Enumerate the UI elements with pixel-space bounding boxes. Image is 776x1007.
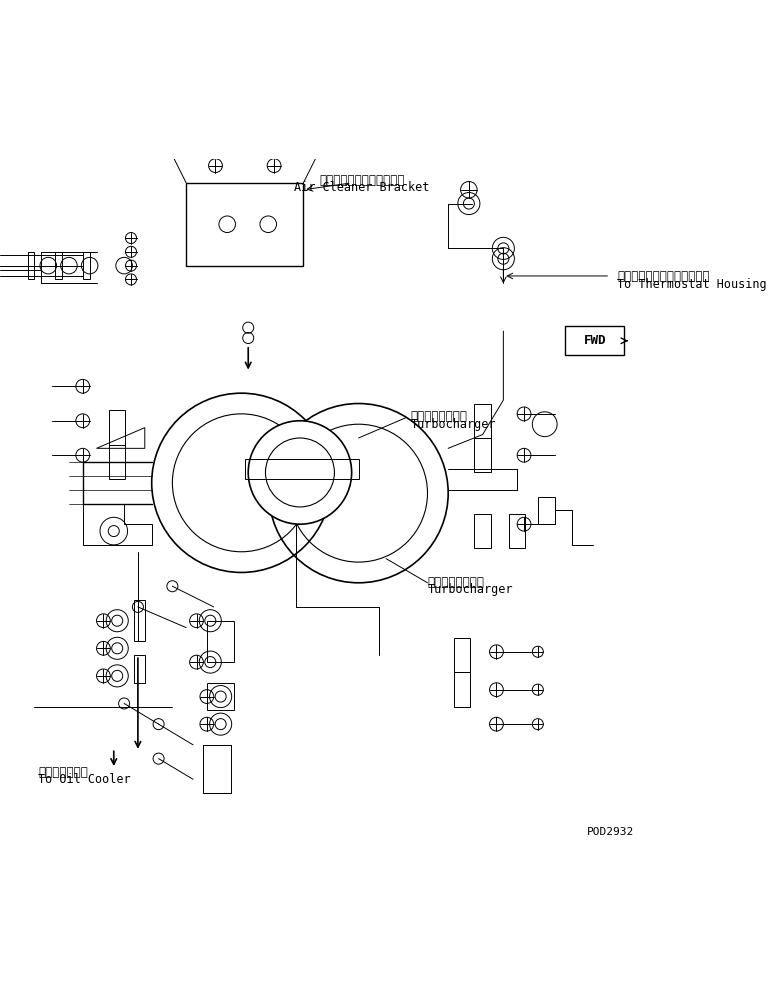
Bar <box>207 683 234 710</box>
Bar <box>203 745 231 794</box>
Bar <box>109 411 126 445</box>
Bar <box>109 445 126 479</box>
Bar <box>207 620 234 662</box>
Text: サーモスタットハウジングへ: サーモスタットハウジングへ <box>617 271 710 283</box>
Bar <box>474 514 491 549</box>
Text: ターボチャージャ: ターボチャージャ <box>428 576 484 589</box>
FancyBboxPatch shape <box>566 326 624 355</box>
Text: ターボチャージャ: ターボチャージャ <box>411 411 467 423</box>
Bar <box>83 252 90 279</box>
Bar <box>509 514 525 549</box>
Bar <box>454 673 470 707</box>
Bar <box>134 656 145 683</box>
Text: Turbocharger: Turbocharger <box>411 418 496 431</box>
Text: エアークリーナブラケット: エアークリーナブラケット <box>319 174 405 187</box>
Text: To Thermostat Housing: To Thermostat Housing <box>617 278 767 291</box>
Bar <box>134 600 145 641</box>
Bar <box>28 252 34 279</box>
Bar <box>454 638 470 673</box>
Text: Turbocharger: Turbocharger <box>428 583 513 596</box>
Bar <box>474 438 491 472</box>
Circle shape <box>248 421 352 525</box>
Bar <box>55 252 62 279</box>
Text: To Oil Cooler: To Oil Cooler <box>38 773 130 786</box>
Text: オイルクーラヘ: オイルクーラヘ <box>38 765 88 778</box>
Text: Air Cleaner Bracket: Air Cleaner Bracket <box>294 181 430 194</box>
Text: FWD: FWD <box>584 334 606 347</box>
Bar <box>186 183 303 266</box>
Bar <box>244 458 359 479</box>
Bar <box>474 404 491 438</box>
Text: POD2932: POD2932 <box>587 827 634 837</box>
Bar <box>538 496 555 525</box>
